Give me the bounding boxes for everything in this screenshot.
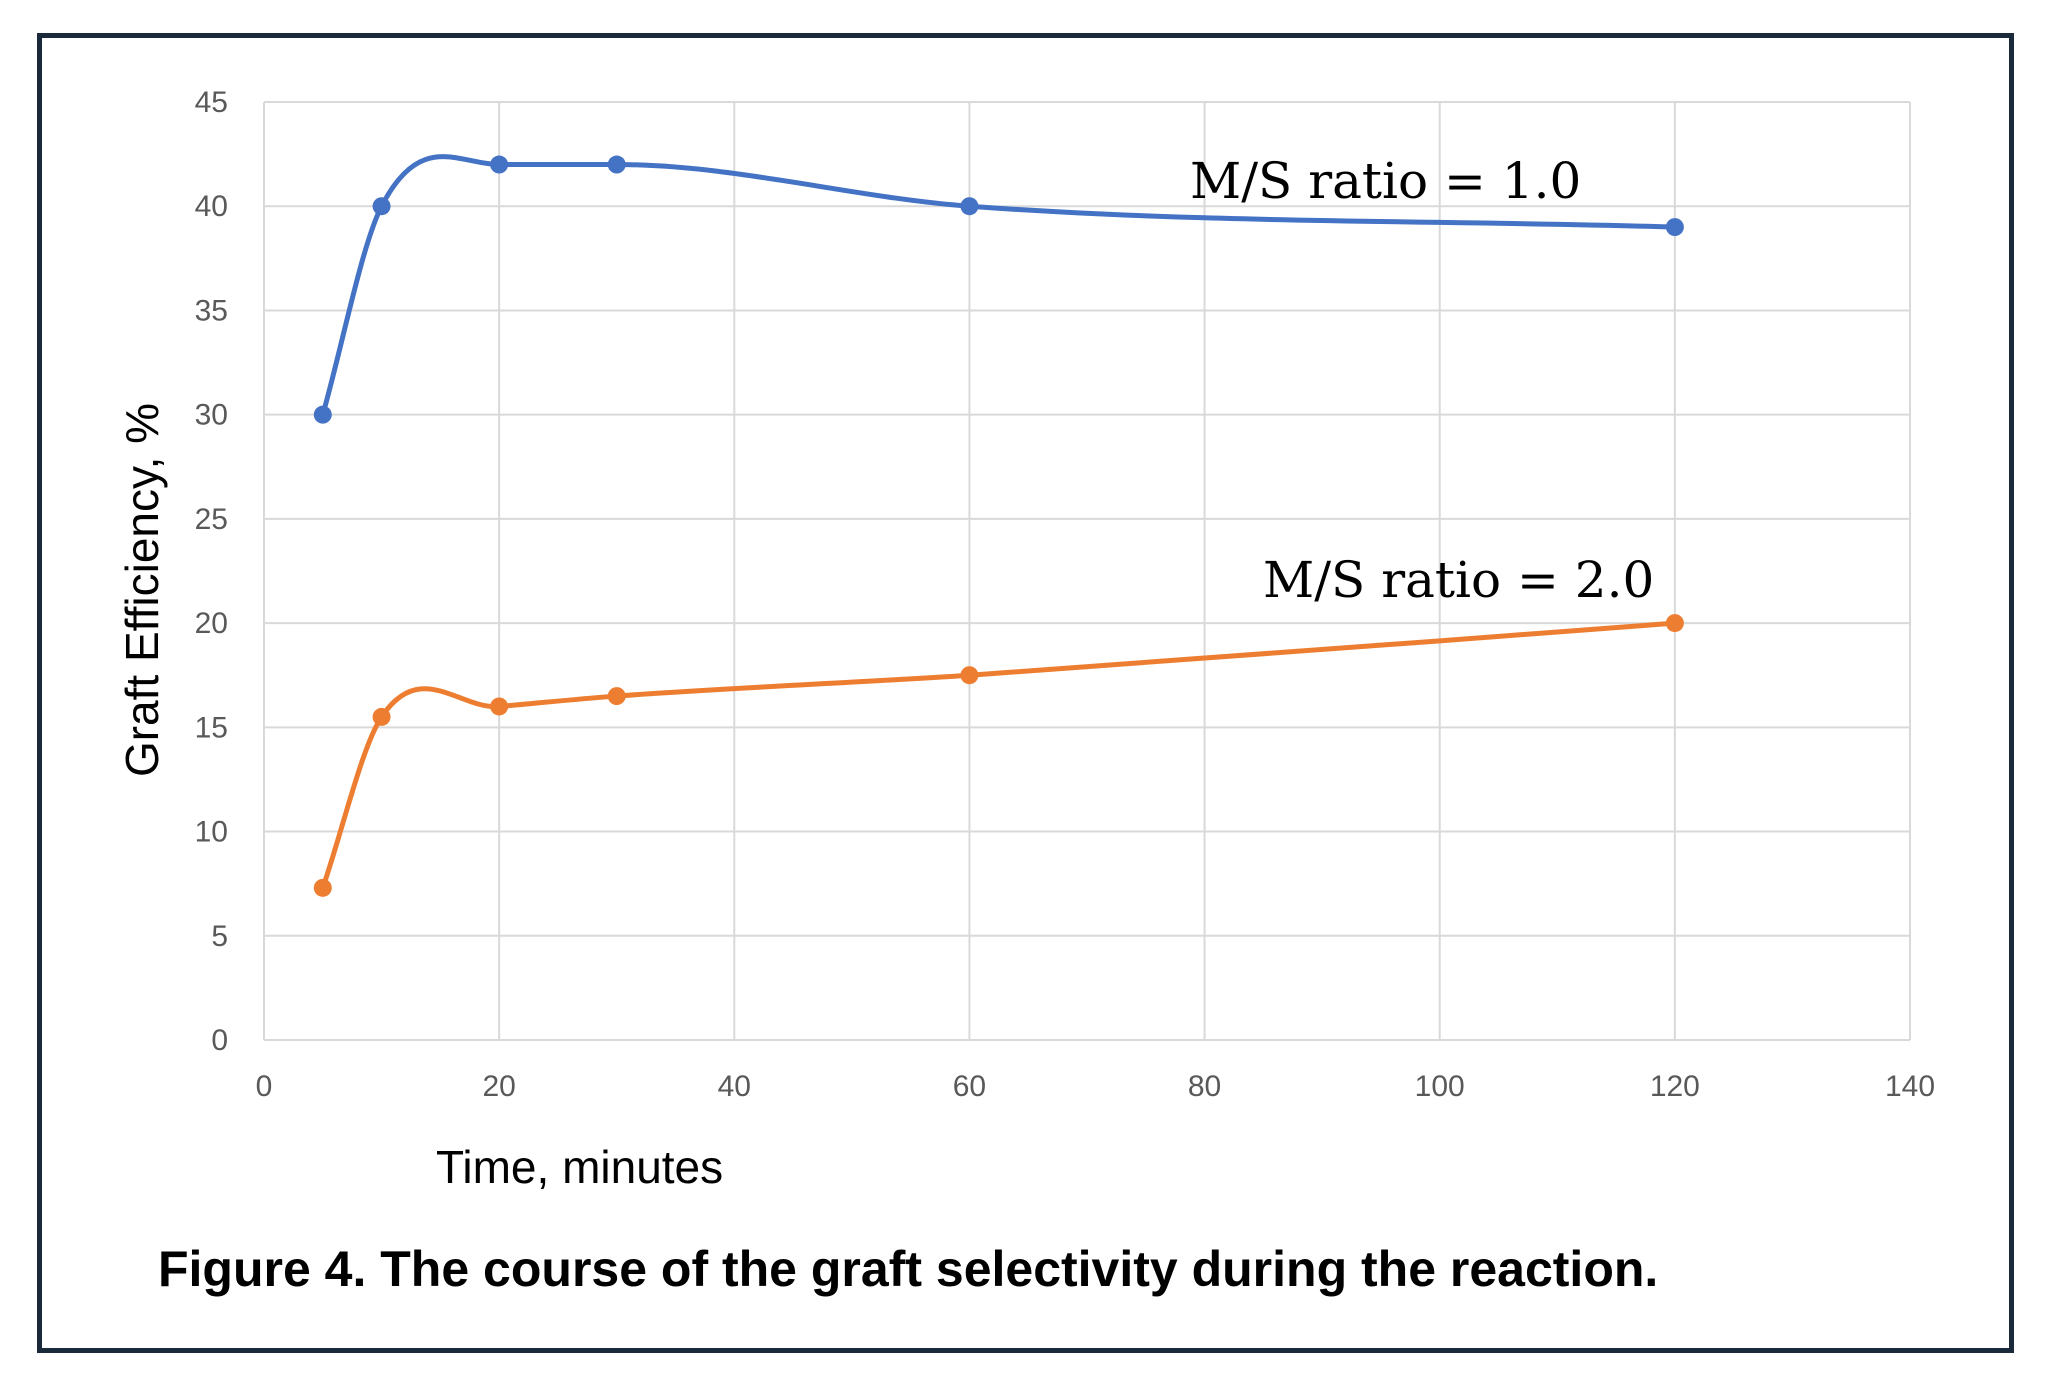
data-point (490, 155, 509, 174)
x-axis-label: Time, minutes (436, 1141, 723, 1193)
series-group (313, 154, 1684, 897)
data-point (960, 197, 979, 216)
data-point (313, 405, 332, 424)
data-point (313, 878, 332, 897)
data-point (960, 666, 979, 685)
y-tick-label: 0 (211, 1024, 228, 1057)
x-tick-label: 120 (1650, 1070, 1700, 1103)
y-tick-labels: 0 5 10 15 20 25 30 35 40 45 (195, 86, 228, 1057)
series-line-2 (320, 620, 1676, 889)
y-tick-label: 5 (211, 920, 228, 953)
grid-lines (263, 101, 1911, 1041)
series-label-1: M/S ratio = 1.0 (1190, 152, 1581, 210)
x-tick-label: 20 (482, 1070, 515, 1103)
data-point (372, 707, 391, 726)
y-tick-label: 20 (195, 607, 228, 640)
y-tick-label: 10 (195, 816, 228, 849)
series-label-2: M/S ratio = 2.0 (1263, 551, 1654, 609)
y-tick-label: 30 (195, 399, 228, 432)
y-tick-label: 35 (195, 294, 228, 327)
x-tick-label: 60 (953, 1070, 986, 1103)
x-tick-label: 140 (1885, 1070, 1935, 1103)
data-point (607, 687, 626, 706)
y-axis-label: Graft Efficiency, % (116, 403, 168, 777)
figure-caption: Figure 4. The course of the graft select… (158, 1241, 1659, 1297)
y-tick-label: 15 (195, 711, 228, 744)
data-point (372, 197, 391, 216)
x-tick-labels: 0 20 40 60 80 100 120 140 (256, 1070, 1935, 1103)
data-point (607, 155, 626, 174)
data-point (1665, 218, 1684, 237)
x-tick-label: 0 (256, 1070, 273, 1103)
x-tick-label: 80 (1188, 1070, 1221, 1103)
y-tick-label: 45 (195, 86, 228, 119)
x-tick-label: 100 (1415, 1070, 1465, 1103)
y-tick-label: 25 (195, 503, 228, 536)
y-tick-label: 40 (195, 190, 228, 223)
x-tick-label: 40 (718, 1070, 751, 1103)
data-point (490, 697, 509, 716)
data-point (1665, 614, 1684, 633)
